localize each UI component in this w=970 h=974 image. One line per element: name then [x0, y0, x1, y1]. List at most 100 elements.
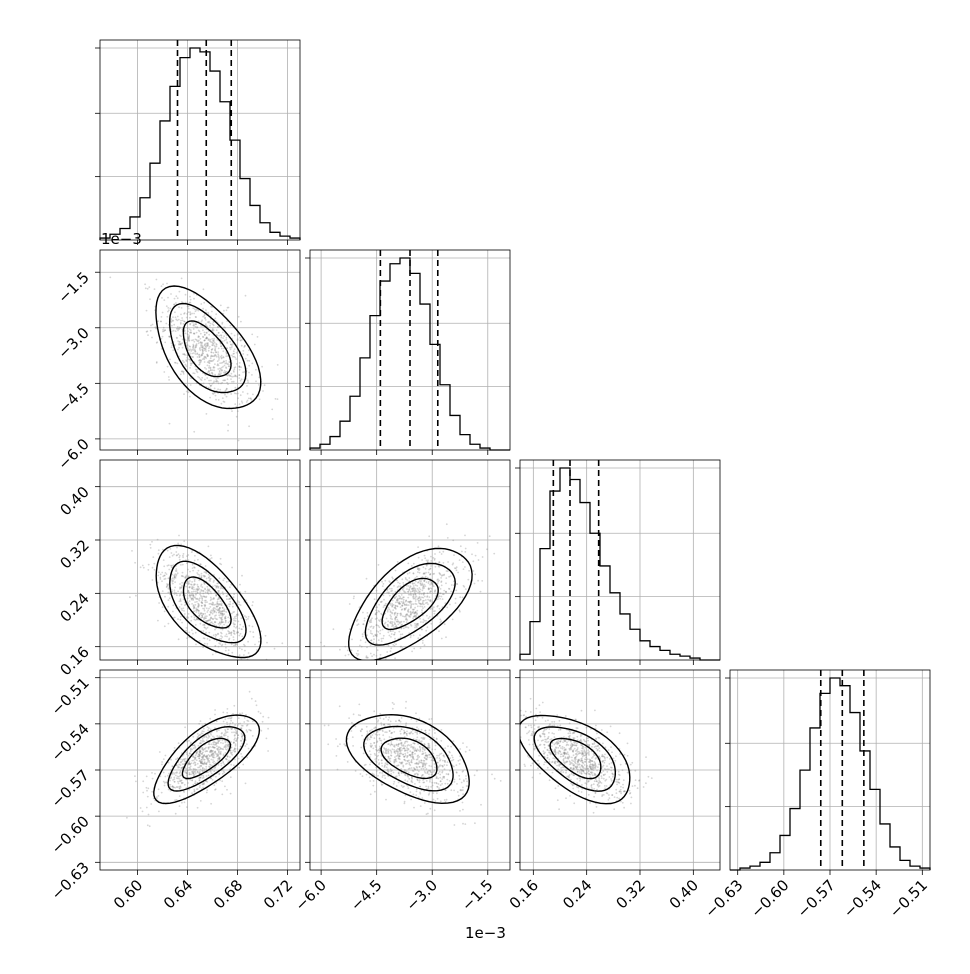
- scatter-point: [428, 754, 430, 756]
- scatter-point: [196, 369, 198, 371]
- scatter-point: [150, 330, 152, 332]
- scatter-point: [189, 332, 191, 334]
- scatter-point: [389, 736, 391, 738]
- scatter-point: [208, 347, 210, 349]
- scatter-point: [189, 367, 191, 369]
- scatter-point: [189, 571, 191, 573]
- scatter-point: [374, 753, 376, 755]
- scatter-point: [200, 720, 202, 722]
- scatter-point: [202, 757, 204, 759]
- scatter-point: [437, 581, 439, 583]
- scatter-point: [233, 356, 235, 358]
- scatter-point: [212, 759, 214, 761]
- scatter-point: [384, 731, 386, 733]
- scatter-point: [202, 349, 204, 351]
- scatter-point: [219, 374, 221, 376]
- scatter-point: [402, 754, 404, 756]
- scatter-point: [428, 589, 430, 591]
- scatter-point: [243, 346, 245, 348]
- scatter-point: [248, 360, 250, 362]
- scatter-point: [210, 380, 212, 382]
- scatter-point: [206, 736, 208, 738]
- scatter-point: [184, 354, 186, 356]
- scatter-point: [208, 577, 210, 579]
- scatter-point: [377, 750, 379, 752]
- scatter-point: [482, 556, 484, 558]
- scatter-point: [197, 559, 199, 561]
- scatter-point: [382, 729, 384, 731]
- scatter-point: [227, 736, 229, 738]
- scatter-point: [215, 343, 217, 345]
- scatter-point: [177, 543, 179, 545]
- scatter-point: [362, 612, 364, 614]
- scatter-point: [193, 607, 195, 609]
- scatter-point: [191, 584, 193, 586]
- scatter-point: [373, 635, 375, 637]
- scatter-point: [165, 755, 167, 757]
- scatter-point: [183, 323, 185, 325]
- scatter-point: [236, 614, 238, 616]
- scatter-point: [237, 734, 239, 736]
- scatter-point: [217, 368, 219, 370]
- scatter-point: [231, 644, 233, 646]
- scatter-point: [217, 633, 219, 635]
- scatter-point: [173, 773, 175, 775]
- scatter-point: [209, 397, 211, 399]
- scatter-point: [162, 576, 164, 578]
- scatter-point: [196, 601, 198, 603]
- scatter-point: [203, 383, 205, 385]
- scatter-point: [190, 765, 192, 767]
- scatter-point: [163, 758, 165, 760]
- scatter-point: [388, 717, 390, 719]
- scatter-point: [215, 782, 217, 784]
- scatter-point: [247, 400, 249, 402]
- scatter-point: [207, 365, 209, 367]
- scatter-point: [258, 384, 260, 386]
- scatter-point: [412, 781, 414, 783]
- scatter-point: [214, 615, 216, 617]
- scatter-point: [180, 780, 182, 782]
- scatter-point: [175, 758, 177, 760]
- scatter-point: [222, 748, 224, 750]
- scatter-point: [202, 739, 204, 741]
- scatter-point: [208, 774, 210, 776]
- scatter-point: [203, 340, 205, 342]
- scatter-point: [399, 603, 401, 605]
- scatter-point: [210, 593, 212, 595]
- scatter-point: [434, 613, 436, 615]
- scatter-point: [415, 712, 417, 714]
- scatter-point: [164, 596, 166, 598]
- scatter-point: [230, 349, 232, 351]
- scatter-point: [203, 619, 205, 621]
- scatter-point: [238, 717, 240, 719]
- scatter-point: [209, 575, 211, 577]
- scatter-point: [167, 592, 169, 594]
- scatter-point: [202, 787, 204, 789]
- scatter-point: [401, 605, 403, 607]
- scatter-point: [383, 594, 385, 596]
- scatter-point: [462, 597, 464, 599]
- scatter-point: [191, 598, 193, 600]
- scatter-point: [166, 586, 168, 588]
- scatter-point: [366, 774, 368, 776]
- scatter-point: [405, 604, 407, 606]
- scatter-point: [163, 565, 165, 567]
- scatter-point: [411, 762, 413, 764]
- scatter-point: [455, 602, 457, 604]
- scatter-point: [224, 578, 226, 580]
- scatter-point: [210, 323, 212, 325]
- scatter-point: [163, 578, 165, 580]
- scatter-point: [229, 724, 231, 726]
- scatter-point: [239, 662, 241, 664]
- scatter-point: [256, 704, 258, 706]
- scatter-point: [197, 807, 199, 809]
- scatter-point: [196, 332, 198, 334]
- scatter-point: [187, 597, 189, 599]
- scatter-point: [239, 403, 241, 405]
- scatter-point: [377, 649, 379, 651]
- scatter-point: [202, 336, 204, 338]
- scatter-point: [442, 771, 444, 773]
- scatter-point: [172, 349, 174, 351]
- scatter-point: [458, 795, 460, 797]
- scatter-point: [202, 741, 204, 743]
